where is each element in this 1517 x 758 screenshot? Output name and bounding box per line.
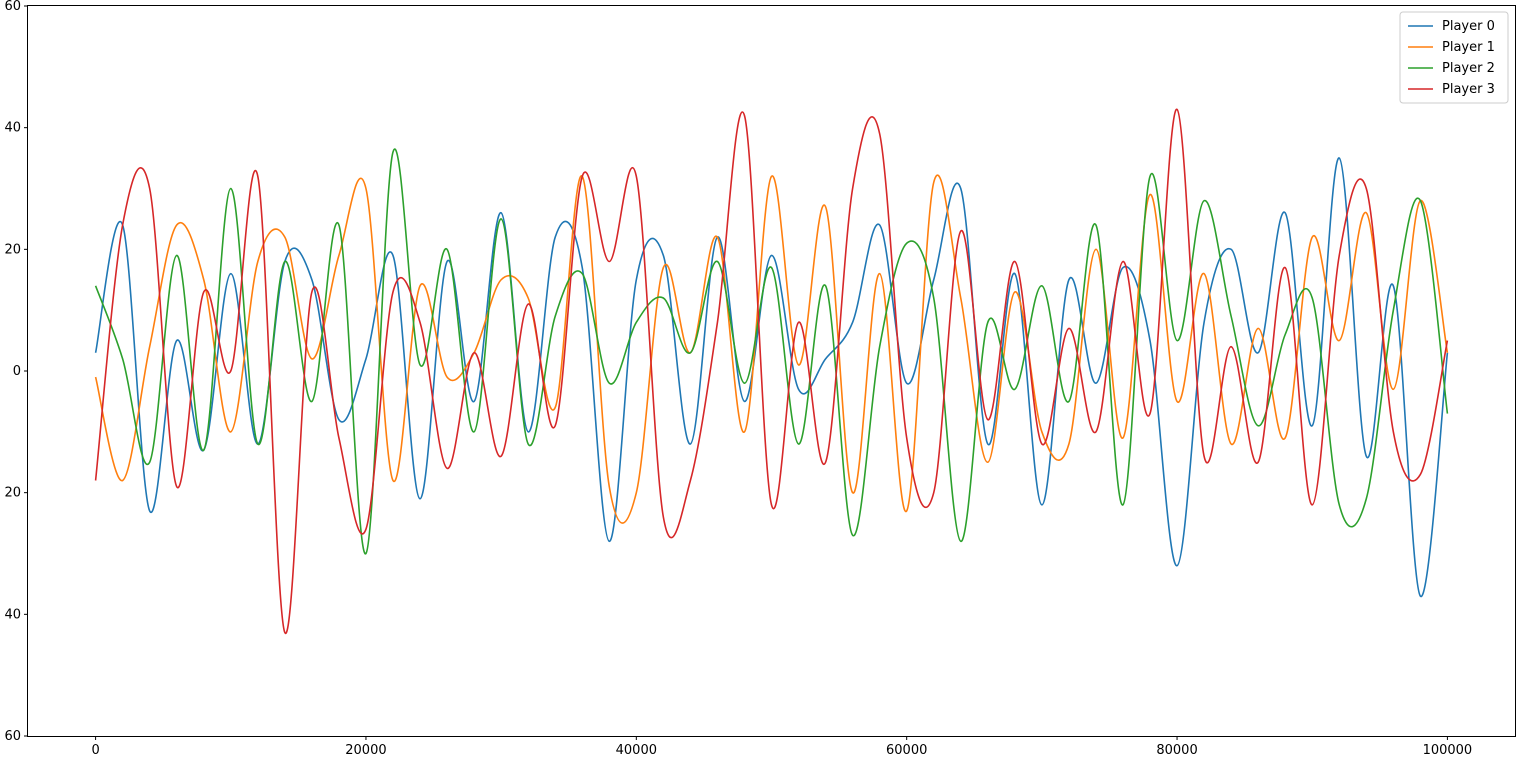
- y-tick-label: 20: [4, 486, 21, 501]
- series-line-player-2: [94, 148, 1449, 555]
- legend-box: [1399, 11, 1509, 104]
- legend-label: Player 3: [1442, 82, 1495, 97]
- x-tick-label: 40000: [616, 743, 657, 758]
- series-line-player-3: [94, 108, 1449, 634]
- legend-label: Player 0: [1442, 19, 1495, 34]
- y-tick-label: 40: [4, 121, 21, 136]
- legend-label: Player 2: [1442, 61, 1495, 76]
- y-axis: 60 40 20 0 20 40 60: [4, 0, 28, 744]
- series-line-player-0: [94, 157, 1449, 597]
- x-tick-label: 80000: [1156, 743, 1197, 758]
- legend-label: Player 1: [1442, 40, 1495, 55]
- legend: Player 0 Player 1 Player 2 Player 3: [1399, 11, 1509, 104]
- plot-frame: [27, 5, 1516, 737]
- y-tick-label: 0: [13, 364, 21, 379]
- y-tick-label: 20: [4, 242, 21, 257]
- series-layer: [94, 108, 1449, 634]
- x-tick-label: 0: [91, 743, 99, 758]
- x-tick-label: 20000: [345, 743, 386, 758]
- x-tick-label: 100000: [1423, 743, 1473, 758]
- y-tick-label: 60: [4, 0, 21, 14]
- series-line-player-1: [94, 174, 1449, 524]
- y-tick-label: 60: [4, 729, 21, 744]
- y-tick-label: 40: [4, 607, 21, 622]
- x-axis: 0 20000 40000 60000 80000 100000: [91, 736, 1472, 758]
- x-tick-label: 60000: [886, 743, 927, 758]
